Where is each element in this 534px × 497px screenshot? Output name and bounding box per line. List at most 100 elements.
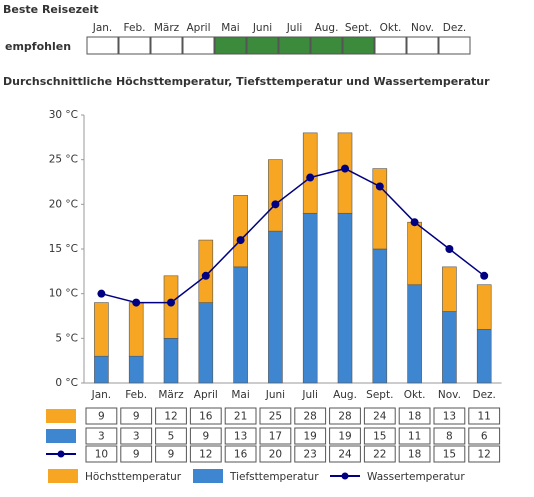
table-value: 16 [199,411,213,423]
table-legend-swatch [46,429,76,443]
water-point [375,182,384,191]
table-value: 24 [373,411,387,423]
high-bar [233,195,248,268]
month-box [246,36,279,55]
x-tick-label: März [158,389,184,401]
high-bar [372,168,388,250]
table-value: 9 [133,449,140,461]
table-value: 3 [133,431,140,443]
x-tick-label: Dez. [472,389,495,401]
y-tick-label: 25 °C [49,154,78,166]
table-value: 3 [98,431,105,443]
month-label: Nov. [411,22,434,34]
month-box [374,36,407,55]
low-bar [372,248,388,384]
table-cell [189,407,222,425]
table-value: 12 [164,411,177,423]
water-point [201,271,210,280]
table-cell [224,427,257,445]
month-label: Juli [286,22,303,34]
low-bar [94,355,109,384]
table-cell [363,407,396,425]
x-tick-label: Aug. [333,389,357,401]
month-label: Dez. [443,22,466,34]
table-cell [189,427,222,445]
table-value: 5 [168,431,175,443]
high-bar [128,302,144,357]
table-value: 13 [443,411,456,423]
y-tick-label: 30 °C [49,109,78,121]
table-value: 10 [95,449,108,461]
water-point [132,298,141,307]
table-value: 28 [338,411,351,423]
month-label: Aug. [315,22,339,34]
table-cell [468,445,501,463]
high-bar [268,159,283,232]
table-value: 9 [133,411,140,423]
y-tick-label: 10 °C [49,288,78,300]
table-value: 11 [478,411,491,423]
table-legend-swatch [46,409,76,423]
water-point [236,236,245,245]
water-point [97,289,106,298]
table-cell [433,445,466,463]
table-cell [85,427,118,445]
high-bar [163,275,179,339]
low-bar [337,212,353,384]
table-cell [398,427,431,445]
y-tick-label: 0 °C [55,377,78,389]
high-bar [337,132,353,214]
table-value: 18 [408,411,421,423]
table-value: 15 [373,431,386,443]
month-box [342,36,375,55]
low-bar [163,338,179,384]
month-label: Mai [221,22,239,34]
month-box [214,36,247,55]
chart-title: Durchschnittliche Höchsttemperatur, Tief… [3,75,490,88]
high-bar [442,266,457,312]
month-label: Jan. [92,22,113,34]
table-value: 15 [443,449,456,461]
table-cell [329,427,361,445]
table-cell [155,427,187,445]
table-value: 18 [408,449,421,461]
table-value: 11 [408,431,421,443]
x-tick-label: Juni [265,389,285,401]
month-box [406,36,439,55]
table-value: 23 [304,449,317,461]
table-cell [155,445,187,463]
table-cell [468,407,501,425]
water-line [101,167,485,304]
table-value: 22 [373,449,386,461]
month-box [438,36,471,55]
table-value: 19 [338,431,351,443]
water-point [271,200,280,209]
row-label: empfohlen [5,40,71,53]
table-value: 9 [168,449,175,461]
table-cell [120,427,153,445]
table-cell [294,407,327,425]
y-tick-label: 15 °C [49,243,78,255]
month-label: Sept. [345,22,372,34]
table-cell [155,407,187,425]
month-box [310,36,343,55]
x-tick-label: Sept. [366,389,393,401]
table-value: 8 [446,431,453,443]
legend-dot [341,472,349,480]
high-bar [302,132,318,214]
table-cell [433,407,466,425]
month-label: April [187,22,211,34]
table-value: 24 [338,449,352,461]
x-tick-label: Nov. [438,389,461,401]
water-point [167,298,175,307]
low-bar [302,212,318,384]
table-cell [294,445,327,463]
table-cell [433,427,466,445]
month-label: Feb. [124,22,146,34]
table-value: 12 [199,449,212,461]
y-tick-label: 5 °C [55,332,78,344]
x-tick-label: Mai [231,389,249,401]
table-cell [85,445,118,463]
low-bar [268,230,283,384]
